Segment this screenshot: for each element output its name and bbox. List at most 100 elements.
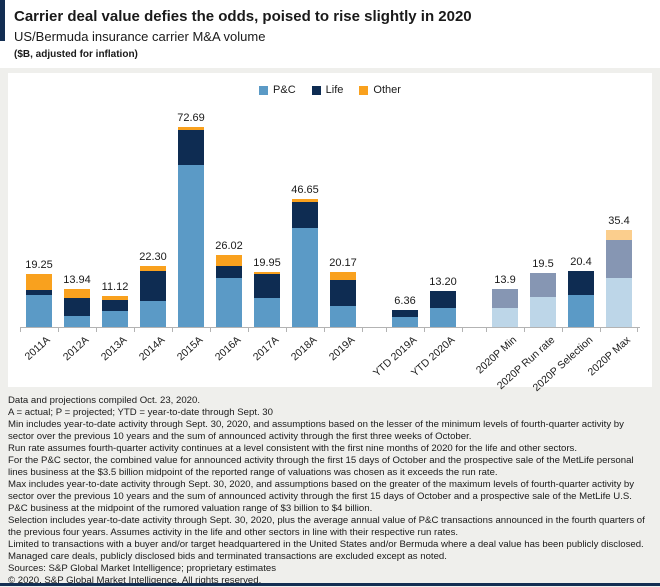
stacked-bar [292,198,318,327]
stacked-bar [392,309,418,327]
axis-gap [462,115,486,332]
axis-tick [562,327,563,332]
footnote-line: Max includes year-to-date activity throu… [8,479,635,514]
accent-bar [0,0,5,41]
axis-tick [386,327,387,332]
bar-segment-life [102,299,128,311]
chart-panel: P&C Life Other 19.25 2011A 13.94 2012A 11.12 20… [8,73,652,394]
bar-total-label: 13.20 [429,275,457,288]
stacked-bar [606,229,632,327]
axis-tick [462,327,463,332]
bar-segment-pc [430,308,456,327]
stacked-bar [254,272,280,327]
legend-swatch-icon [359,85,369,95]
bar-segment-life [140,270,166,302]
axis-tick [524,327,525,332]
stacked-bar [140,265,166,327]
footnotes: Data and projections compiled Oct. 23, 2… [0,387,660,587]
footnote-line: © 2020. S&P Global Market Intelligence. … [8,575,262,586]
bar-segment-pc [26,295,52,327]
bar-total-label: 13.9 [494,273,516,286]
legend-item-other: Other [359,84,401,96]
bar-total-label: 11.12 [101,281,129,294]
stacked-bar [430,290,456,327]
axis-tick [20,327,21,332]
legend-item-life: Life [311,84,344,96]
footnote-line: Run rate assumes fourth-quarter activity… [8,443,577,454]
bar-total-label: 6.36 [394,294,416,307]
bar-total-label: 46.65 [291,183,319,196]
bar-segment-pc [292,228,318,327]
bar-segment-life [392,309,418,317]
bar-group: 13.94 2012A [58,115,96,363]
bar-group: 35.4 2020P Max [586,115,638,378]
x-axis-label: 2013A [98,334,130,364]
x-axis-label: 2012A [60,334,92,364]
legend-label: Life [325,84,344,96]
axis-tick [210,327,211,332]
bar-segment-life [568,270,594,295]
bar-segment-other [26,274,52,291]
axis-tick [324,327,325,332]
axis-tick [248,327,249,332]
bar-group: 11.12 2013A [96,115,134,363]
axis-tick [172,327,173,332]
bar-total-label: 72.69 [177,111,205,124]
axis-tick [286,327,287,332]
bar-segment-other [292,198,318,203]
stacked-bar [530,273,556,327]
bar-segment-other [216,255,242,267]
bar-segment-life [492,288,518,308]
footnote-line: Sources: S&P Global Market Intelligence;… [8,563,277,574]
stacked-bar [26,274,52,327]
bar-plot: 19.25 2011A 13.94 2012A 11.12 2013A 22.30 2014A… [20,112,640,394]
bar-group: 19.95 2017A [248,115,286,363]
legend-item-pc: P&C [259,84,296,96]
bar-group: 6.36 YTD 2019A [371,115,424,380]
axis-tick [362,327,363,332]
bar-total-label: 35.4 [608,214,630,227]
stacked-bar [64,288,90,327]
stacked-bar [492,288,518,327]
bottom-border-rule [0,583,660,586]
legend-label: P&C [273,84,296,96]
stacked-bar [216,255,242,327]
bar-segment-pc [392,316,418,327]
bar-group: 72.69 2015A [172,112,210,363]
bar-segment-other [140,265,166,271]
bar-group: 13.9 2020P Min [474,115,524,377]
footnote-line: Data and projections compiled Oct. 23, 2… [8,395,200,406]
bar-segment-other [64,288,90,298]
footnote-line: For the P&C sector, the combined value f… [8,455,634,478]
bar-segment-pc [530,296,556,327]
footnote-line: Selection includes year-to-date activity… [8,515,645,538]
axis-tick [424,327,425,332]
legend-label: Other [373,84,401,96]
x-axis-label: 2016A [212,334,244,364]
bar-segment-other [178,126,204,130]
bar-segment-other [606,229,632,240]
footnote-line: Limited to transactions with a buyer and… [8,539,644,562]
axis-tick [96,327,97,332]
chart-subtitle: US/Bermuda insurance carrier M&A volume [14,29,266,44]
bar-segment-life [178,129,204,166]
x-axis-label: 2011A [23,334,54,363]
bar-segment-pc [216,278,242,327]
chart-legend: P&C Life Other [20,83,640,97]
bar-segment-life [64,297,90,316]
axis-tick [486,327,487,332]
chart-header: Carrier deal value defies the odds, pois… [0,0,660,68]
bar-group: 19.25 2011A [20,115,58,363]
stacked-bar [102,296,128,327]
bar-segment-life [530,273,556,297]
bar-group: 19.5 2020P Run rate [494,115,562,392]
bar-group: 26.02 2016A [210,115,248,363]
axis-tick [134,327,135,332]
bar-segment-life [292,202,318,229]
bar-segment-life [430,290,456,309]
bar-segment-pc [178,165,204,327]
bar-group: 22.30 2014A [134,115,172,363]
axis-tick [600,327,601,332]
stacked-bar [330,271,356,327]
bar-segment-pc [64,315,90,327]
